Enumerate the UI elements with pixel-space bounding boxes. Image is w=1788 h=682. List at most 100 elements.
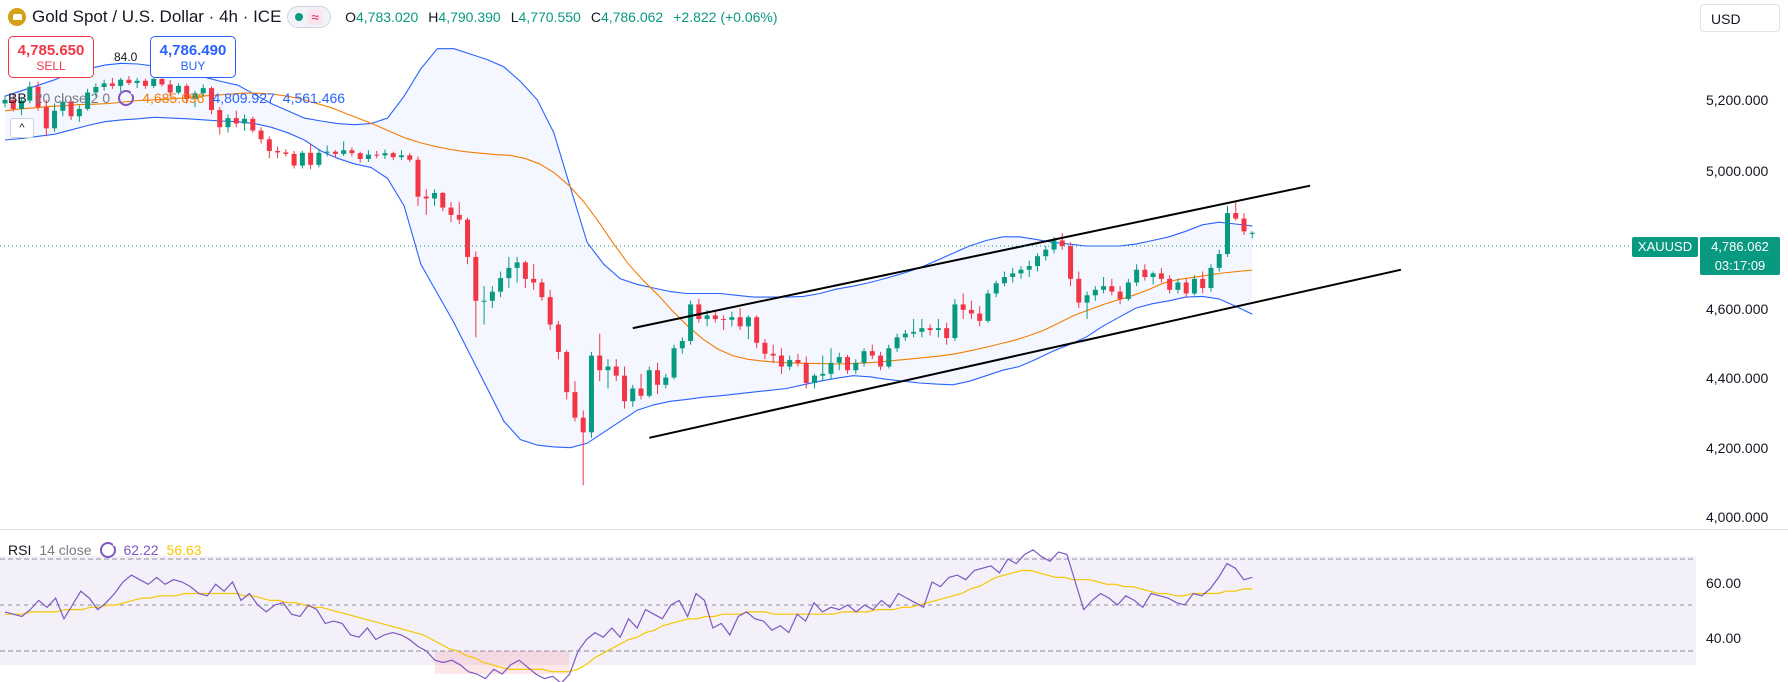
candle-body bbox=[829, 363, 834, 374]
candle-body bbox=[1085, 295, 1090, 302]
candle-body bbox=[358, 153, 363, 159]
candle-body bbox=[680, 341, 685, 348]
bb-lower-value: 4,561.466 bbox=[283, 90, 345, 106]
candle-body bbox=[936, 328, 941, 330]
candle-body bbox=[672, 348, 677, 377]
candle bbox=[292, 151, 297, 169]
last-price-tag: 4,786.062 03:17:09 bbox=[1700, 237, 1780, 275]
candle-body bbox=[77, 109, 82, 116]
candle-body bbox=[994, 283, 999, 293]
candle-body bbox=[895, 337, 900, 348]
candle bbox=[647, 367, 652, 398]
candle-body bbox=[506, 268, 511, 278]
sell-button[interactable]: 4,785.650 SELL bbox=[8, 36, 94, 78]
candle-body bbox=[391, 153, 396, 157]
candle bbox=[952, 299, 957, 341]
bollinger-legend[interactable]: BB 20 close 2 0 4,685.696 4,809.927 4,56… bbox=[8, 89, 345, 107]
candle-body bbox=[1242, 219, 1247, 232]
candle-body bbox=[440, 193, 445, 208]
candle-body bbox=[1126, 283, 1131, 299]
pane-separator[interactable] bbox=[0, 529, 1788, 530]
change-value: +2.822 (+0.06%) bbox=[673, 9, 777, 25]
candle-body bbox=[944, 328, 949, 338]
buy-button[interactable]: 4,786.490 BUY bbox=[150, 36, 236, 78]
candle-body bbox=[961, 304, 966, 309]
candle-body bbox=[845, 357, 850, 370]
candle-body bbox=[126, 80, 131, 83]
candle-body bbox=[754, 317, 759, 343]
candle-body bbox=[333, 152, 338, 154]
bb-basis-value: 4,685.696 bbox=[142, 90, 204, 106]
price-axis-label: 5,200.000 bbox=[1706, 92, 1768, 108]
candle-body bbox=[705, 315, 710, 319]
refresh-icon[interactable] bbox=[118, 90, 134, 106]
candle-body bbox=[250, 119, 255, 131]
spread-value: 84.0 bbox=[114, 50, 137, 64]
rsi-band-background bbox=[0, 556, 1696, 665]
candle-body bbox=[630, 388, 635, 401]
candle-body bbox=[589, 356, 594, 433]
candle-body bbox=[102, 83, 107, 87]
candle-body bbox=[771, 354, 776, 356]
candle-body bbox=[449, 208, 454, 215]
candle-body bbox=[44, 107, 49, 128]
candle-body bbox=[1060, 240, 1065, 245]
price-axis-label: 4,600.000 bbox=[1706, 301, 1768, 317]
candle-body bbox=[382, 153, 387, 155]
market-status-pill[interactable]: ≈ bbox=[287, 6, 331, 28]
candle-body bbox=[713, 315, 718, 319]
low-label: L bbox=[511, 9, 519, 25]
candle bbox=[217, 107, 222, 134]
bb-params: 20 close 2 0 bbox=[35, 90, 111, 106]
candle-body bbox=[515, 262, 520, 267]
candle-body bbox=[952, 304, 957, 338]
wave-icon[interactable]: ≈ bbox=[307, 9, 323, 25]
candle-body bbox=[985, 293, 990, 320]
candle-body bbox=[482, 301, 487, 302]
rsi-legend[interactable]: RSI 14 close 62.22 56.63 bbox=[8, 541, 202, 559]
candle-body bbox=[1159, 273, 1164, 278]
candle-body bbox=[878, 356, 883, 367]
candle-body bbox=[143, 81, 148, 86]
candle-body bbox=[407, 155, 412, 159]
candle-body bbox=[663, 378, 668, 385]
candle-body bbox=[1093, 290, 1098, 295]
candle-body bbox=[779, 356, 784, 367]
currency-select[interactable]: USD bbox=[1700, 4, 1780, 32]
candle-body bbox=[787, 360, 792, 367]
candle-body bbox=[399, 155, 404, 157]
symbol-title[interactable]: Gold Spot / U.S. Dollar · 4h · ICE bbox=[32, 7, 281, 27]
high-value: 4,790.390 bbox=[438, 9, 500, 25]
refresh-icon[interactable] bbox=[100, 542, 116, 558]
candle-body bbox=[581, 418, 586, 433]
candle-body bbox=[548, 297, 553, 324]
candle-body bbox=[977, 314, 982, 321]
candle bbox=[812, 374, 817, 389]
candle-body bbox=[1208, 268, 1213, 288]
market-open-dot-icon bbox=[295, 13, 303, 21]
candle-body bbox=[1233, 213, 1238, 218]
candle-body bbox=[903, 334, 908, 338]
candle-body bbox=[349, 150, 354, 153]
ohlc-values: O4,783.020 H4,790.390 L4,770.550 C4,786.… bbox=[345, 9, 777, 25]
candle-body bbox=[457, 215, 462, 220]
candle-body bbox=[837, 357, 842, 363]
candle-body bbox=[622, 376, 627, 402]
candle-body bbox=[1142, 270, 1147, 277]
candle bbox=[275, 147, 280, 159]
candle-body bbox=[275, 151, 280, 152]
bb-fill-area bbox=[5, 49, 1252, 448]
candle-body bbox=[1035, 256, 1040, 266]
candle-body bbox=[721, 319, 726, 320]
bb-upper-value: 4,809.927 bbox=[212, 90, 274, 106]
candle bbox=[267, 136, 272, 158]
candle-body bbox=[242, 119, 247, 124]
rsi-value: 62.22 bbox=[124, 542, 159, 558]
candle bbox=[589, 352, 594, 438]
candle-body bbox=[1250, 233, 1255, 234]
collapse-legend-button[interactable]: ^ bbox=[10, 118, 34, 138]
candle-body bbox=[283, 152, 288, 153]
bb-name: BB bbox=[8, 90, 27, 106]
candle-body bbox=[969, 310, 974, 314]
candle-body bbox=[564, 352, 569, 392]
